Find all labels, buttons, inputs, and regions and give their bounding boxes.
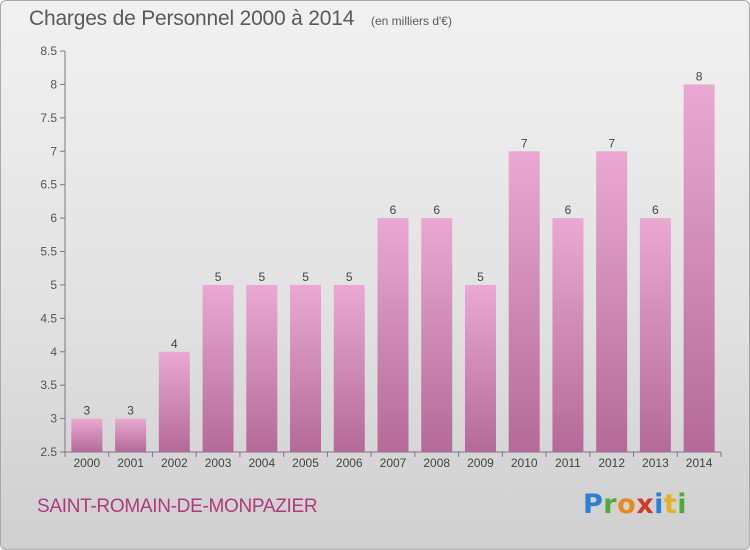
y-tick-label: 7 [50, 144, 57, 158]
x-tick-label: 2003 [205, 456, 232, 470]
y-tick-label: 8 [50, 77, 57, 91]
bar-2007 [377, 218, 409, 452]
bar-2011 [552, 218, 584, 452]
x-tick-label: 2011 [555, 456, 581, 470]
x-tick-label: 2005 [292, 456, 319, 470]
data-label: 3 [84, 404, 91, 418]
data-label: 8 [696, 69, 703, 83]
x-tick-label: 2001 [117, 456, 144, 470]
x-tick-label: 2006 [336, 456, 363, 470]
y-axis: 2.5 3 3.5 4 4.5 5 5.5 6 6.5 7 7.5 8 8.5 [40, 44, 66, 459]
y-tick-label: 3 [50, 412, 57, 426]
y-tick-label: 4 [50, 345, 57, 359]
y-tick-label: 5 [50, 278, 57, 292]
x-tick-label: 2000 [74, 456, 101, 470]
x-tick-label: 2009 [467, 456, 494, 470]
x-tick-label: 2002 [161, 456, 188, 470]
bar-2001 [115, 418, 147, 452]
y-tick-label: 3.5 [40, 378, 57, 392]
data-label: 5 [258, 270, 265, 284]
x-tick-label: 2010 [511, 456, 538, 470]
data-label: 7 [521, 136, 528, 150]
x-tick-label: 2004 [248, 456, 275, 470]
commune-name: SAINT-ROMAIN-DE-MONPAZIER [37, 496, 318, 517]
x-axis: 2000 2001 2002 2003 2004 2005 2006 2007 2008 2009… [64, 451, 722, 470]
y-tick-label: 8.5 [40, 44, 57, 58]
data-label: 6 [652, 203, 659, 217]
bar-2014 [683, 84, 715, 453]
bar-2012 [596, 151, 628, 452]
data-label: 5 [477, 270, 484, 284]
data-label: 4 [171, 337, 178, 351]
bar-2004 [246, 284, 278, 452]
data-label: 5 [346, 270, 353, 284]
bar-2003 [202, 284, 234, 452]
data-labels: 3 3 4 5 5 5 5 6 6 5 7 6 7 6 8 [84, 69, 703, 417]
data-label: 7 [608, 136, 615, 150]
chart-title: Charges de Personnel 2000 à 2014 [29, 7, 355, 30]
y-tick-label: 6.5 [40, 178, 57, 192]
bar-2000 [71, 418, 103, 452]
data-label: 6 [390, 203, 397, 217]
y-tick-label: 2.5 [40, 445, 57, 459]
x-tick-label: 2012 [598, 456, 625, 470]
data-label: 6 [565, 203, 572, 217]
bar-2005 [290, 284, 322, 452]
y-tick-label: 5.5 [40, 245, 57, 259]
bar-2010 [508, 151, 540, 452]
bar-2002 [158, 351, 190, 452]
proxiti-logo[interactable]: Proxiti [583, 489, 688, 520]
bars [71, 84, 715, 453]
y-tick-label: 7.5 [40, 111, 57, 125]
chart-subtitle: (en milliers d'€) [371, 14, 452, 28]
x-tick-label: 2007 [380, 456, 407, 470]
data-label: 3 [127, 404, 134, 418]
x-tick-label: 2008 [423, 456, 450, 470]
x-tick-label: 2013 [642, 456, 669, 470]
x-tick-label: 2014 [686, 456, 713, 470]
bar-2008 [421, 218, 453, 452]
y-tick-label: 6 [50, 211, 57, 225]
data-label: 5 [302, 270, 309, 284]
data-label: 6 [433, 203, 440, 217]
bar-2006 [333, 284, 365, 452]
bar-2013 [639, 218, 671, 452]
data-label: 5 [215, 270, 222, 284]
bar-2009 [464, 284, 496, 452]
y-tick-label: 4.5 [40, 311, 57, 325]
